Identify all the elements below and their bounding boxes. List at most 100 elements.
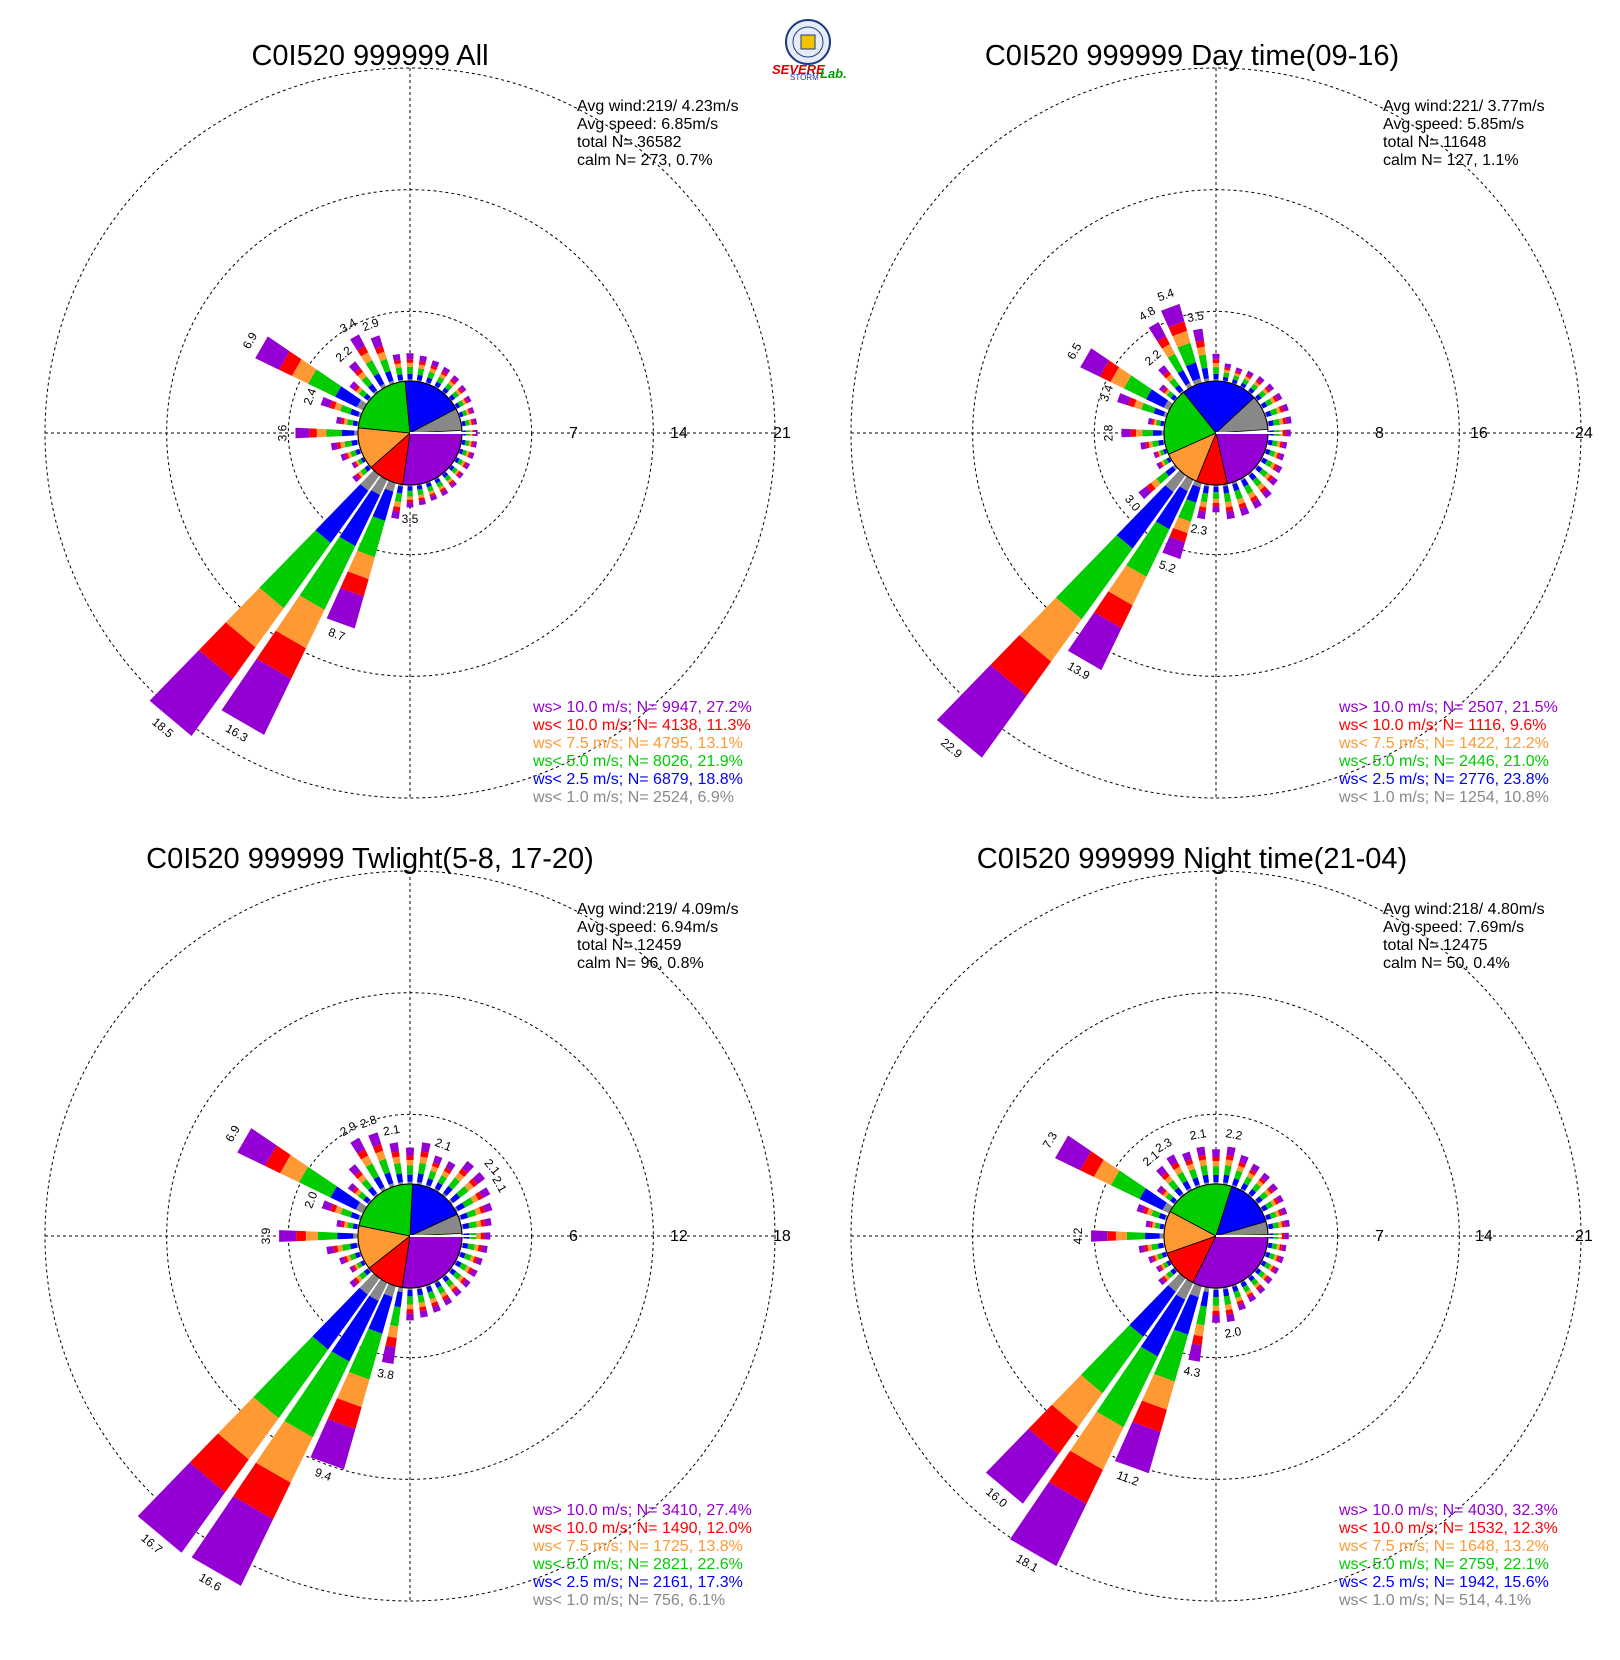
bar-250-seg-1: [354, 1252, 361, 1259]
bar-300-seg-4: [1080, 1151, 1104, 1177]
ring-label-2: 14: [670, 425, 688, 442]
bar-220-seg-2: [1055, 535, 1133, 620]
bar-140-seg-4: [451, 1286, 458, 1293]
bar-210-seg-0: [1179, 476, 1194, 492]
bar-150-seg-3: [440, 1291, 448, 1298]
bar-30-seg-1: [1240, 1183, 1249, 1191]
bar-120-seg-2: [1264, 459, 1273, 468]
bar-80-seg-5: [472, 418, 478, 425]
bar-330-seg-4: [1171, 1162, 1180, 1170]
bar-180-seg-1: [407, 1289, 413, 1297]
bar-40-seg-2: [448, 1177, 460, 1190]
bar-label-270: 3.9: [259, 1227, 273, 1244]
bar-210-seg-1: [331, 1295, 379, 1362]
bar-280-seg-3: [343, 418, 348, 425]
bar-300-seg-4: [1099, 360, 1119, 382]
bar-80-seg-2: [464, 419, 470, 426]
bar-140-seg-0: [1247, 1274, 1252, 1279]
bar-200-seg-4: [1169, 528, 1188, 543]
bar-110-seg-5: [475, 1257, 483, 1266]
bar-230-seg-4: [355, 472, 362, 480]
bar-80-seg-2: [1272, 418, 1280, 426]
bar-120-seg-4: [462, 461, 467, 468]
bar-110-seg-4: [1275, 1255, 1280, 1262]
bar-120-seg-5: [1272, 1266, 1280, 1275]
bar-50-seg-0: [1254, 396, 1259, 402]
bar-230-seg-2: [358, 1271, 368, 1280]
bar-360-seg-3: [406, 362, 414, 367]
bar-330-seg-1: [1177, 370, 1191, 386]
bar-10-seg-2: [417, 368, 425, 376]
bar-190-seg-1: [1200, 1291, 1209, 1307]
bar-330-seg-3: [361, 352, 373, 364]
bar-160-seg-1: [425, 482, 432, 488]
legend-lt10: ws< 10.0 m/s; N= 1532, 12.3%: [1338, 1520, 1558, 1537]
bar-160-seg-5: [432, 1304, 441, 1313]
bar-60-seg-4: [475, 1191, 483, 1201]
bar-310-seg-5: [349, 381, 358, 390]
bar-50-seg-2: [1259, 1191, 1268, 1201]
bar-270-seg-5: [295, 427, 310, 439]
bar-150-seg-0: [1239, 476, 1246, 481]
bar-210-seg-1: [1155, 486, 1188, 530]
bar-40-seg-3: [1253, 381, 1260, 388]
bar-220-seg-3: [1019, 597, 1082, 662]
bar-60-seg-1: [1261, 401, 1268, 409]
bar-310-seg-3: [354, 1189, 362, 1197]
bar-290-seg-2: [340, 404, 352, 415]
bar-20-seg-2: [1232, 375, 1240, 381]
bar-290-seg-5: [320, 397, 332, 408]
bar-180-seg-4: [406, 1309, 414, 1314]
bar-300-seg-3: [280, 1154, 308, 1183]
ring-label-3: 18: [773, 1228, 791, 1245]
bar-140-seg-4: [1255, 1284, 1263, 1291]
bar-250-seg-4: [1156, 451, 1160, 458]
bar-150-seg-5: [443, 1297, 453, 1306]
bar-110-seg-2: [463, 1253, 472, 1261]
bar-label-170: 2.0: [1224, 1324, 1243, 1341]
bar-180-seg-2: [1212, 1297, 1220, 1306]
bar-260-seg-1: [1157, 1242, 1164, 1249]
bar-160-seg-3: [1235, 1296, 1243, 1302]
bar-290-seg-4: [1143, 1206, 1149, 1215]
bar-300-seg-5: [237, 1128, 277, 1166]
bar-340-seg-4: [1168, 321, 1188, 337]
bar-240-seg-2: [1162, 1261, 1169, 1269]
bar-310-seg-4: [353, 385, 360, 392]
bar-110-seg-5: [469, 452, 475, 459]
bar-330-seg-5: [350, 1137, 365, 1154]
bar-30-seg-0: [1239, 1188, 1245, 1193]
bar-230-seg-5: [1138, 486, 1152, 500]
bar-320-seg-1: [1174, 384, 1184, 394]
pie-slice-0: [402, 432, 463, 486]
bar-230-seg-5: [349, 1279, 358, 1288]
bar-80-seg-2: [468, 1221, 477, 1229]
bar-200-seg-0: [1189, 1283, 1202, 1298]
bar-220-seg-5: [936, 665, 1027, 758]
bar-label-350: 2.1: [382, 1122, 401, 1139]
bar-100-seg-5: [480, 1245, 488, 1254]
bar-40-seg-3: [448, 380, 455, 387]
bar-label-320: 2.2: [333, 343, 355, 365]
bar-320-seg-2: [361, 376, 373, 388]
bar-210-seg-3: [1108, 565, 1147, 606]
bar-30-seg-1: [434, 381, 442, 389]
bar-190-seg-3: [1193, 1323, 1205, 1337]
legend-lt10: ws< 10.0 m/s; N= 1116, 9.6%: [1338, 717, 1547, 734]
bar-220-seg-4: [1028, 1404, 1079, 1455]
bar-240-seg-1: [360, 457, 366, 463]
bar-190-seg-5: [1188, 1343, 1202, 1362]
bar-200-seg-2: [357, 516, 386, 558]
bar-290-seg-3: [1146, 1208, 1154, 1216]
rose-center-pie: [357, 380, 476, 486]
bar-120-seg-2: [459, 1262, 468, 1271]
bar-330-seg-0: [380, 1186, 387, 1193]
ring-label-1: 6: [569, 1228, 578, 1245]
bar-110-seg-1: [459, 1252, 466, 1259]
bar-100-seg-4: [470, 441, 474, 447]
bar-label-300: 6.9: [222, 1123, 243, 1145]
bar-220-seg-5: [985, 1428, 1059, 1504]
bar-10-seg-3: [419, 1156, 428, 1165]
stat-total-n: total N= 11648: [1383, 134, 1486, 151]
bar-350-seg-4: [1195, 340, 1205, 348]
